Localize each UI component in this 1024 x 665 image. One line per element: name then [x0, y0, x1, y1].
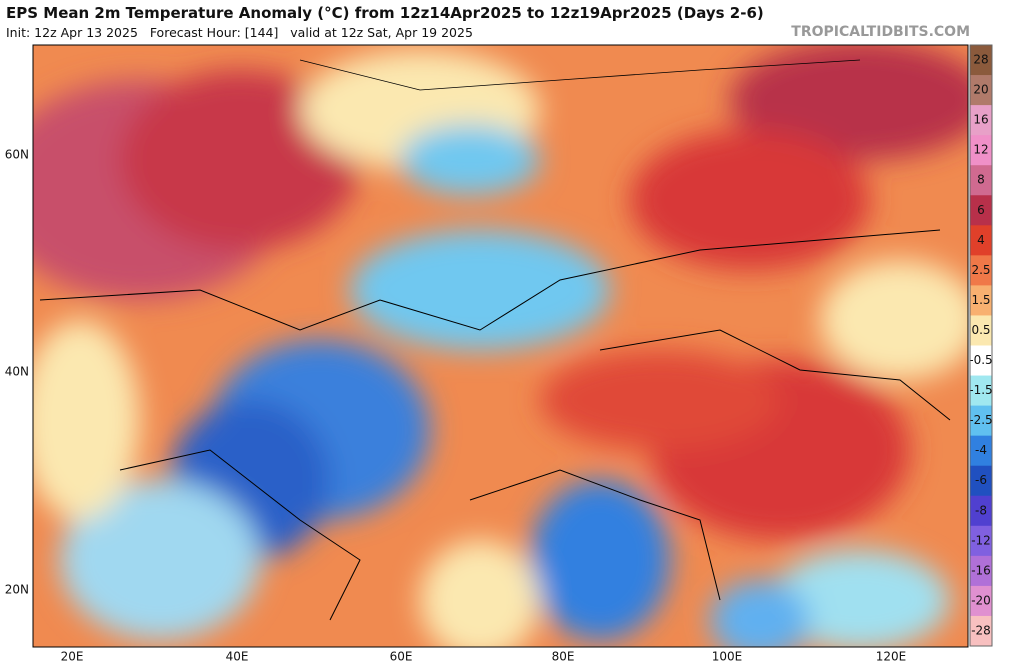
colorbar-label: 16: [973, 113, 988, 127]
colorbar-swatch: [970, 375, 992, 407]
colorbar-label: -8: [975, 503, 987, 517]
colorbar-swatch: [970, 345, 992, 377]
colorbar-swatch: [970, 135, 992, 166]
lon-label: 100E: [712, 650, 743, 664]
lon-label: 60E: [390, 650, 413, 664]
colorbar-swatch: [970, 405, 992, 437]
colorbar-label: -16: [971, 563, 991, 577]
colorbar-swatch: [970, 435, 992, 467]
colorbar-label: -20: [971, 593, 991, 607]
lon-label: 20E: [61, 650, 84, 664]
colorbar-label: 2.5: [971, 263, 990, 277]
colorbar: 28 20 16 12 8 6 4 2.5 1.5 0.5 -0.5 -1.5 -2.5 -4 -6 -8 -1…: [969, 44, 993, 647]
map-subtitle: Init: 12z Apr 13 2025 Forecast Hour: [14…: [6, 25, 473, 40]
lon-label: 40E: [226, 650, 249, 664]
lat-label: 20N: [5, 583, 29, 597]
lon-label: 120E: [876, 650, 907, 664]
lat-label: 40N: [5, 365, 29, 379]
colorbar-label: 1.5: [971, 293, 990, 307]
colorbar-swatch: [970, 225, 992, 256]
colorbar-swatch: [970, 285, 992, 316]
colorbar-swatch: [970, 75, 992, 106]
colorbar-swatch: [970, 525, 992, 557]
colorbar-swatch: [970, 585, 992, 617]
colorbar-label: 0.5: [971, 323, 990, 337]
colorbar-label: 4: [977, 233, 985, 247]
colorbar-swatch: [970, 465, 992, 497]
colorbar-swatch: [970, 495, 992, 527]
map-title: EPS Mean 2m Temperature Anomaly (°C) fro…: [6, 4, 764, 22]
lon-label: 80E: [552, 650, 575, 664]
colorbar-swatch: [970, 195, 992, 226]
colorbar-label: 8: [977, 173, 985, 187]
colorbar-swatch: [970, 315, 992, 346]
colorbar-label: 20: [973, 83, 988, 97]
map-frame: [32, 44, 969, 648]
colorbar-label: 12: [973, 143, 988, 157]
colorbar-swatch: [970, 555, 992, 587]
colorbar-swatch: [970, 165, 992, 196]
colorbar-label: 6: [977, 203, 985, 217]
colorbar-label: -6: [975, 473, 987, 487]
colorbar-frame: [969, 44, 993, 647]
colorbar-label: -0.5: [969, 353, 992, 367]
lat-label: 60N: [5, 148, 29, 162]
colorbar-label: -28: [971, 623, 991, 637]
watermark: TROPICALTIDBITS.COM: [791, 24, 970, 40]
colorbar-label: -2.5: [969, 413, 992, 427]
colorbar-label: -12: [971, 533, 991, 547]
colorbar-swatch: [970, 105, 992, 136]
anomaly-field: [33, 45, 968, 647]
colorbar-label: 28: [973, 53, 988, 67]
colorbar-swatch: [970, 45, 992, 76]
colorbar-label: -4: [975, 443, 987, 457]
colorbar-swatch: [970, 255, 992, 286]
colorbar-swatch: [970, 615, 992, 647]
colorbar-label: -1.5: [969, 383, 992, 397]
